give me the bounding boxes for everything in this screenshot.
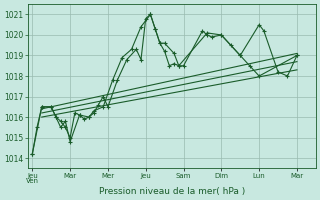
X-axis label: Pression niveau de la mer( hPa ): Pression niveau de la mer( hPa )	[99, 187, 245, 196]
